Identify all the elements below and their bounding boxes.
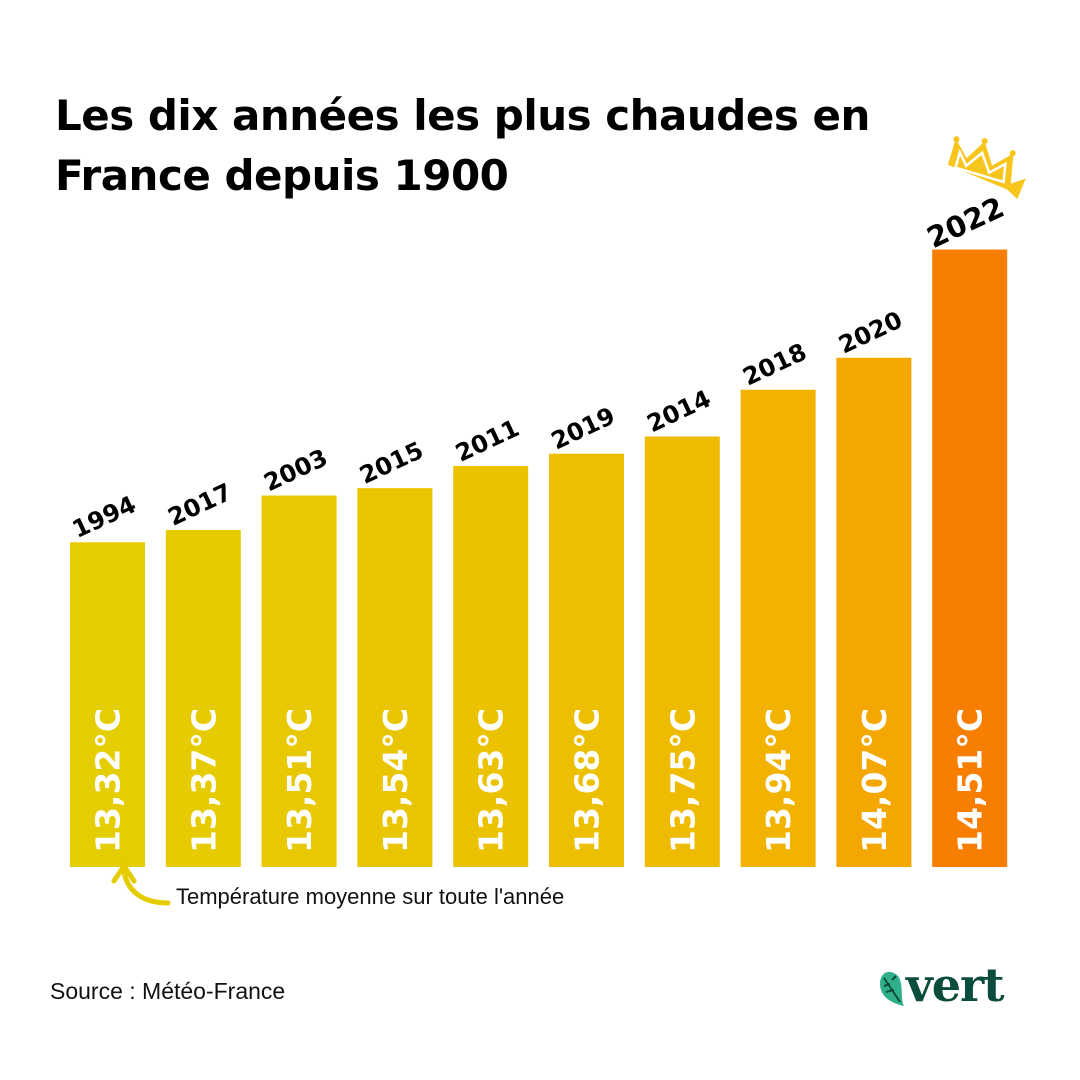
bar-2015 (357, 488, 433, 867)
year-label: 1994 (68, 490, 140, 544)
year-label: 2011 (451, 414, 523, 468)
year-label: 2014 (643, 384, 715, 438)
bar-2019 (549, 453, 624, 867)
chart-title: Les dix années les plus chaudes en Franc… (55, 91, 870, 200)
year-label: 2019 (547, 402, 619, 456)
value-label: 13,54°C (376, 708, 415, 853)
value-label: 13,75°C (663, 708, 702, 853)
bar-2022 (932, 249, 1008, 868)
value-label: 13,94°C (759, 708, 798, 853)
year-label: 2003 (260, 443, 332, 497)
vert-logo: vert (906, 958, 1004, 1012)
value-label: 13,63°C (472, 708, 511, 853)
bar-2011 (453, 466, 529, 867)
bar-2003 (261, 495, 337, 867)
bar-2020 (836, 357, 912, 867)
bar-2018 (740, 389, 816, 867)
year-label: 2018 (739, 338, 811, 392)
leaf-icon (880, 971, 904, 1006)
bar-2014 (644, 436, 720, 867)
value-label: 13,32°C (89, 708, 128, 853)
crown-icon (947, 136, 1026, 200)
value-label: 13,68°C (568, 708, 607, 853)
source-text: Source : Météo-France (50, 978, 286, 1004)
annotation-text: Température moyenne sur toute l'année (176, 884, 565, 909)
annotation-arrow-icon (111, 863, 171, 906)
value-label: 14,51°C (951, 708, 990, 853)
value-label: 13,37°C (184, 708, 223, 853)
year-label: 2022 (922, 190, 1010, 255)
year-label: 2015 (355, 436, 427, 490)
bar-1994 (70, 542, 145, 867)
year-label: 2020 (834, 306, 906, 360)
value-label: 14,07°C (855, 708, 894, 853)
value-label: 13,51°C (280, 708, 319, 853)
bar-2017 (165, 529, 241, 867)
year-label: 2017 (164, 478, 236, 532)
